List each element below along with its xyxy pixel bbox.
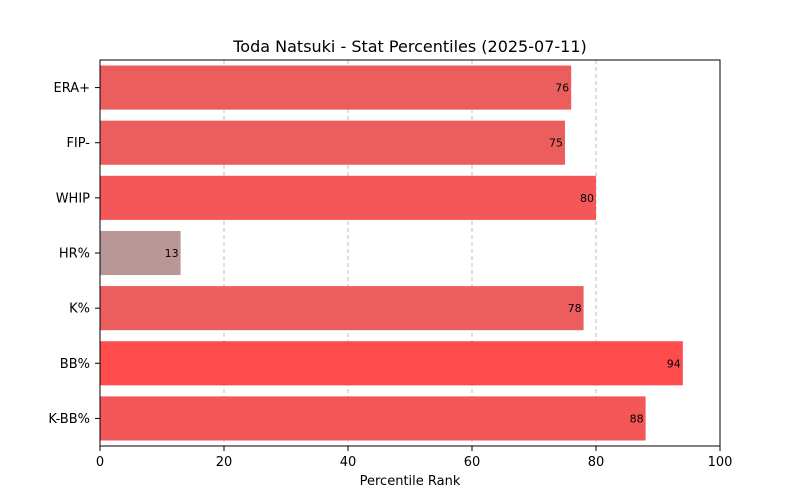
- x-tick-label-20: 20: [216, 455, 233, 470]
- bar-era-: [100, 65, 572, 110]
- y-tick-label: ERA+: [53, 81, 90, 96]
- y-tick-label: WHIP: [56, 191, 90, 206]
- y-tick-label: K%: [69, 302, 90, 317]
- bar-value-label: 76: [555, 82, 569, 95]
- chart-title: Toda Natsuki - Stat Percentiles (2025-07…: [232, 37, 587, 56]
- bars: [100, 65, 683, 441]
- bar-value-label: 94: [667, 357, 681, 370]
- x-tick-label-60: 60: [464, 455, 481, 470]
- bar-fip-: [100, 120, 565, 165]
- bar-value-label: 78: [568, 302, 582, 315]
- x-axis-ticks: 0 20 40 60 80 100: [96, 446, 733, 470]
- grid-lines: [223, 60, 597, 446]
- bar-value-label: 88: [630, 412, 644, 425]
- plot-frame: [99, 59, 721, 447]
- bar-whip: [100, 175, 596, 220]
- bar-value-label: 80: [580, 192, 594, 205]
- x-axis-label: Percentile Rank: [360, 474, 461, 489]
- x-tick-label-40: 40: [340, 455, 357, 470]
- x-tick-label-0: 0: [96, 455, 104, 470]
- y-tick-label: FIP-: [66, 136, 90, 151]
- bar-bb-: [100, 341, 683, 386]
- y-tick-label: HR%: [59, 247, 90, 262]
- x-tick-label-80: 80: [588, 455, 605, 470]
- y-tick-label: BB%: [60, 357, 90, 372]
- bar-hr-: [100, 230, 181, 276]
- y-axis-ticks: ERA+ FIP- WHIP HR% K% BB% K-BB%: [48, 81, 100, 427]
- bar-value-labels: 76 75 80 13 78 94 88: [165, 82, 681, 426]
- bar-k-bb-: [100, 396, 646, 441]
- bar-value-label: 13: [165, 247, 179, 260]
- x-tick-label-100: 100: [708, 455, 733, 470]
- bar-k-: [100, 286, 584, 331]
- y-tick-label: K-BB%: [48, 412, 90, 427]
- bar-value-label: 75: [549, 137, 563, 150]
